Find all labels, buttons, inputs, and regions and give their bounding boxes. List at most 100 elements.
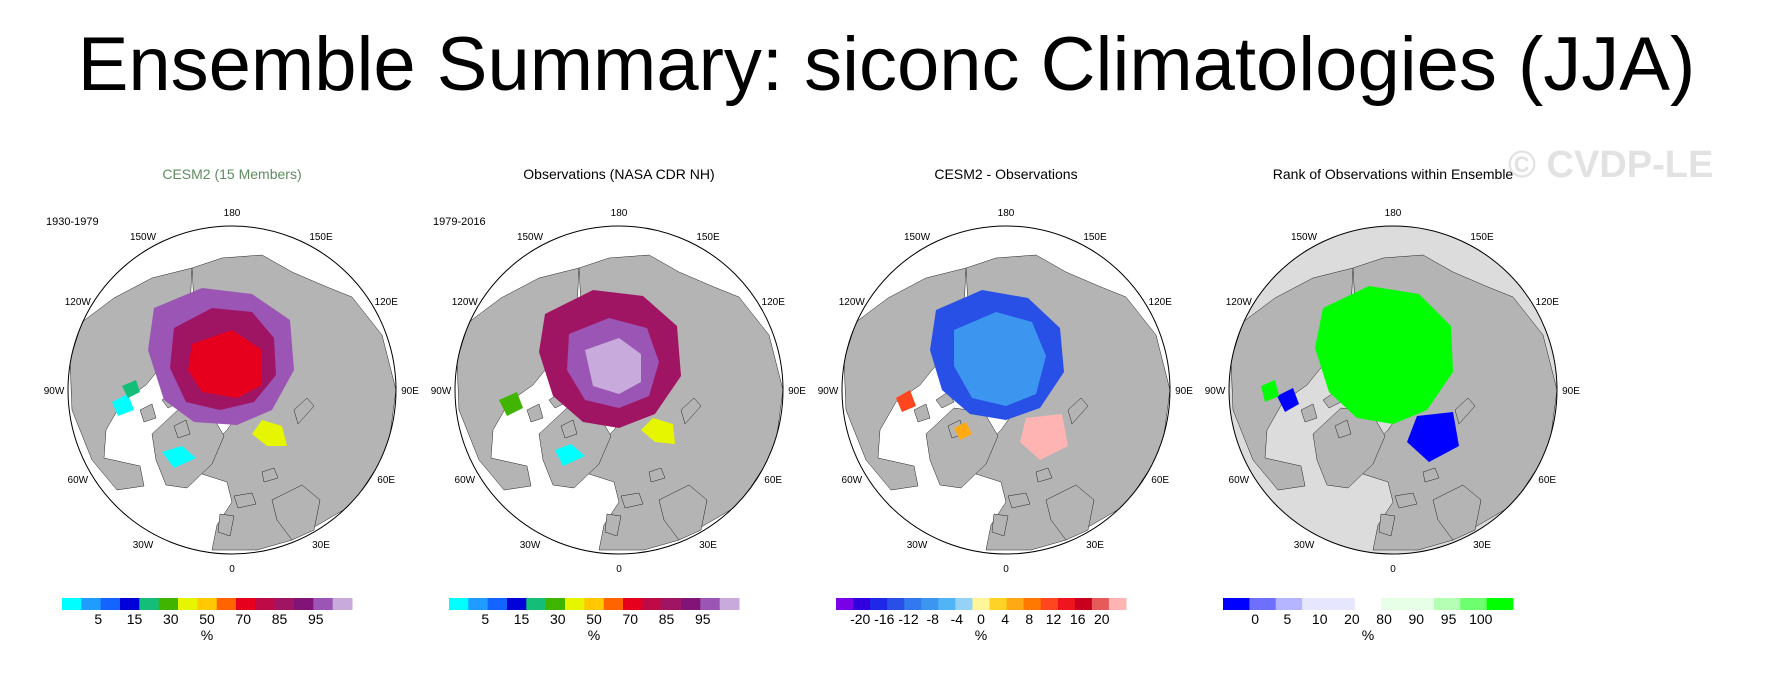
longitude-label: 90W [44, 386, 65, 397]
colorbar-swatch [274, 598, 295, 610]
longitude-label: 180 [611, 208, 628, 219]
colorbar-swatch [1074, 598, 1093, 610]
colorbar-tick-label: 20 [1344, 611, 1360, 627]
longitude-label: 30E [699, 540, 717, 551]
colorbar-swatch [332, 598, 353, 610]
ice-field [641, 418, 675, 444]
land-mass [1454, 397, 1476, 425]
colorbar-swatch [81, 598, 102, 610]
polar-map: 180 150E 120E 90E 60E 30E 0 30W 60W 90W 120W 150W [1205, 208, 1581, 575]
ice-field [1277, 388, 1299, 412]
panel-observations: Observations (NASA CDR NH) 1979-2016 180… [409, 150, 829, 650]
colorbar-swatch [700, 598, 721, 610]
land-mass [173, 419, 191, 439]
ice-field [1261, 380, 1279, 402]
colorbar-tick-label: 0 [977, 611, 985, 627]
land-mass [526, 403, 544, 423]
land-mass [1045, 484, 1095, 541]
colorbar-tick-label: -16 [874, 611, 894, 627]
longitude-label: 60W [455, 475, 476, 486]
colorbar-tick-label: 12 [1046, 611, 1062, 627]
colorbar-swatch [1040, 598, 1059, 610]
colorbar-swatch [584, 598, 605, 610]
period-label: 1979-2016 [433, 216, 486, 228]
polar-map: 180 150E 120E 90E 60E 30E 0 30W 60W 90W 120W 150W [818, 208, 1194, 575]
map-border [67, 225, 397, 555]
land-mass [1035, 467, 1053, 483]
panel-title: Observations (NASA CDR NH) [523, 166, 715, 182]
colorbar-swatch [294, 598, 314, 610]
longitude-label: 60W [842, 475, 863, 486]
longitude-label: 120E [762, 297, 786, 308]
colorbar-swatch [681, 598, 701, 610]
land-mass [1422, 467, 1440, 483]
longitude-label: 60E [764, 475, 782, 486]
colorbar-swatch [836, 598, 854, 610]
colorbar-swatch [1023, 598, 1042, 610]
ice-field [585, 338, 641, 394]
colorbar-swatch [955, 598, 973, 610]
colorbar-swatch [1006, 598, 1025, 610]
longitude-label: 30E [1086, 540, 1104, 551]
colorbar-unit: % [975, 627, 987, 643]
longitude-label: 30W [907, 540, 928, 551]
land-mass [1007, 492, 1031, 509]
colorbar-swatch [507, 598, 527, 610]
land-mass [925, 407, 999, 489]
colorbar: 0 5 10 20 80 90 95 100% [1223, 598, 1514, 643]
colorbar-swatch [100, 598, 121, 610]
ice-field [954, 312, 1046, 406]
longitude-label: 120W [839, 297, 866, 308]
land-mass [658, 484, 708, 541]
colorbar-swatch [719, 598, 740, 610]
colorbar-swatch [1091, 598, 1110, 610]
ice-field [122, 380, 140, 398]
longitude-label: 120E [375, 297, 399, 308]
colorbar-swatch [853, 598, 871, 610]
colorbar-swatch [1302, 598, 1329, 610]
longitude-label: 90E [788, 386, 806, 397]
colorbar-swatch [197, 598, 218, 610]
longitude-label: 30E [1473, 540, 1491, 551]
colorbar-swatch [938, 598, 956, 610]
panel-title: Rank of Observations within Ensemble [1272, 166, 1514, 182]
colorbar-tick-label: 70 [623, 611, 639, 627]
colorbar-swatch [1249, 598, 1277, 610]
colorbar-tick-label: 70 [236, 611, 252, 627]
longitude-label: 90E [1175, 386, 1193, 397]
land-mass [1067, 397, 1089, 425]
panel-cesm2: CESM2 (15 Members) 1930-1979 180 150E 120E… [22, 150, 442, 650]
longitude-label: 60E [377, 475, 395, 486]
colorbar-tick-label: 100 [1469, 611, 1493, 627]
period-label: 1930-1979 [46, 216, 99, 228]
colorbar-unit: % [1362, 627, 1374, 643]
colorbar-swatch [178, 598, 198, 610]
colorbar: 5 15 30 50 70 85 95% [62, 598, 353, 643]
longitude-label: 0 [616, 564, 622, 575]
panel-difference: CESM2 - Observations 180 150E 120E 90E 60E 30… [796, 150, 1216, 650]
longitude-label: 30W [520, 540, 541, 551]
longitude-label: 0 [1003, 564, 1009, 575]
colorbar-tick-label: 16 [1070, 611, 1086, 627]
land-mass [648, 467, 666, 483]
colorbar-swatch [468, 598, 489, 610]
colorbar-tick-label: 50 [586, 611, 602, 627]
colorbar-swatch [120, 598, 140, 610]
longitude-label: 180 [224, 208, 241, 219]
land-mass [1378, 513, 1396, 537]
colorbar-tick-label: 5 [481, 611, 489, 627]
land-mass [1334, 419, 1352, 439]
land-mass [604, 513, 622, 537]
land-mass [913, 403, 931, 423]
map-border [1228, 225, 1558, 555]
ice-field [1315, 286, 1453, 424]
longitude-label: 30W [1294, 540, 1315, 551]
longitude-label: 150E [309, 232, 333, 243]
colorbar-swatch [1108, 598, 1127, 610]
land-mass [217, 513, 235, 537]
colorbar-swatch [1328, 598, 1356, 610]
colorbar-swatch [972, 598, 991, 610]
longitude-label: 30E [312, 540, 330, 551]
colorbar-swatch [989, 598, 1008, 610]
colorbar-tick-label: -12 [898, 611, 918, 627]
